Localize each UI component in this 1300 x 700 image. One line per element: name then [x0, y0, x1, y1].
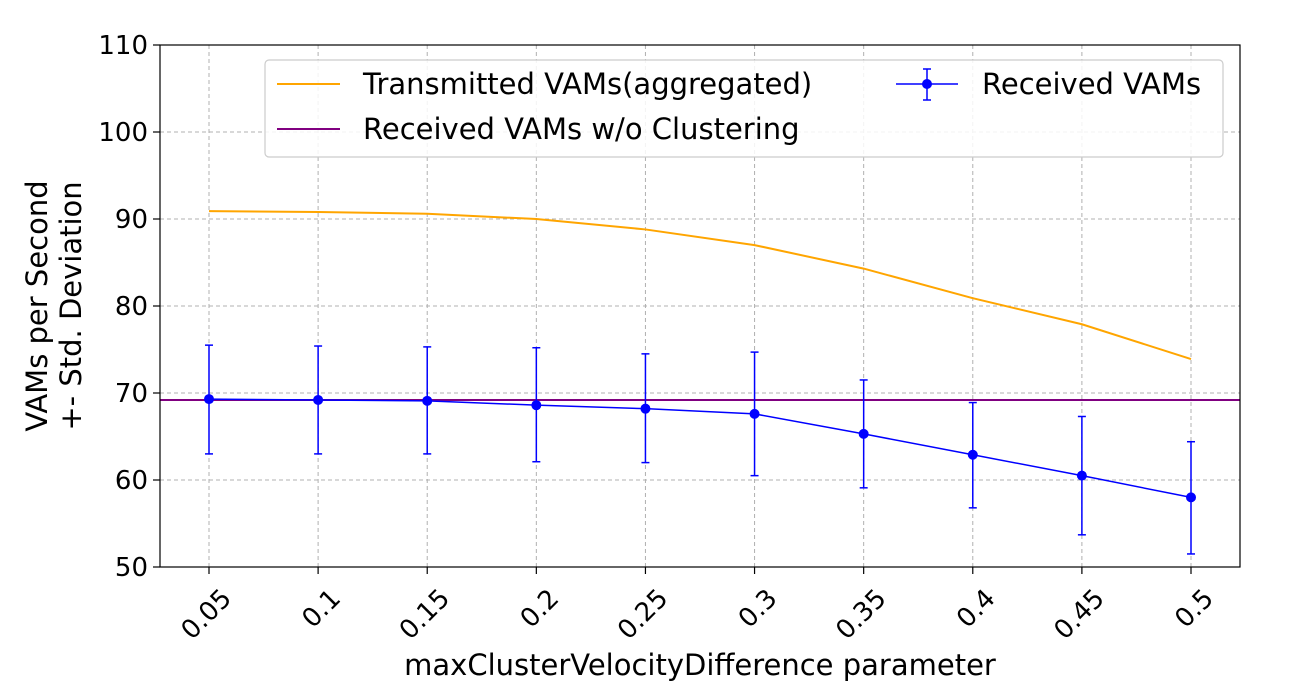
- x-axis-title: maxClusterVelocityDifference parameter: [404, 648, 996, 682]
- y-tick-label: 110: [98, 31, 148, 61]
- data-point-received: [531, 400, 542, 411]
- y-tick-label: 50: [115, 553, 148, 583]
- data-point-received: [858, 428, 869, 439]
- x-tick-label: 0.15: [394, 584, 456, 646]
- series-line-received: [208, 398, 1192, 499]
- data-point-received: [640, 403, 651, 414]
- legend: Transmitted VAMs(aggregated) Received VA…: [264, 59, 1224, 158]
- y-tick-label: 60: [115, 466, 148, 496]
- y-tick-label: 70: [115, 379, 148, 409]
- data-point-received: [967, 449, 978, 460]
- x-tick-label: 0.45: [1049, 584, 1111, 646]
- y-tick-label: 90: [115, 205, 148, 235]
- x-tick-label: 0.05: [176, 584, 238, 646]
- y-tick-label: 100: [98, 118, 148, 148]
- data-point-received: [204, 394, 214, 405]
- y-tick-label: 80: [115, 292, 148, 322]
- data-point-received: [1186, 492, 1196, 503]
- data-point-received: [422, 395, 433, 406]
- y-axis-title-line1: VAMs per Second: [20, 180, 54, 431]
- legend-box: [264, 59, 1224, 158]
- x-tick-label: 0.5: [1169, 584, 1219, 634]
- legend-label-received: Received VAMs: [982, 67, 1201, 101]
- x-tick-label: 0.35: [830, 584, 892, 646]
- legend-label-wo-clustering: Received VAMs w/o Clustering: [363, 112, 800, 146]
- data-point-received: [749, 408, 760, 419]
- series-layer: [160, 210, 1240, 555]
- y-axis-title: VAMs per Second +- Std. Deviation: [20, 180, 88, 431]
- y-axis-title-line2: +- Std. Deviation: [54, 181, 88, 430]
- x-tick-label: 0.1: [296, 584, 346, 634]
- x-tick-label: 0.4: [951, 584, 1001, 634]
- x-tick-label: 0.25: [612, 584, 674, 646]
- data-point-received: [313, 394, 324, 405]
- x-tick-label: 0.2: [515, 584, 565, 634]
- data-point-received: [1076, 470, 1087, 481]
- legend-label-transmitted: Transmitted VAMs(aggregated): [362, 67, 812, 101]
- legend-swatch-received: [896, 68, 958, 101]
- x-tick-label: 0.3: [733, 584, 783, 634]
- series-line-transmitted: [208, 210, 1192, 361]
